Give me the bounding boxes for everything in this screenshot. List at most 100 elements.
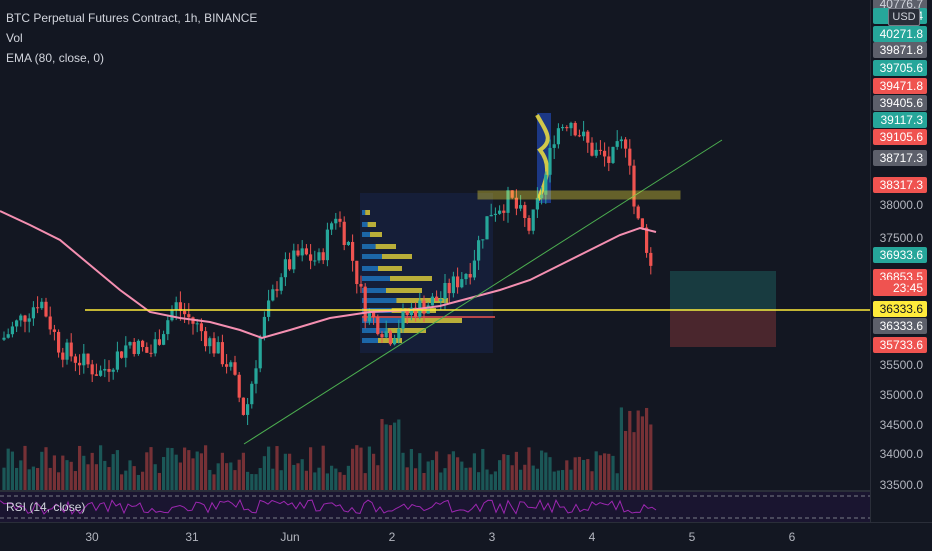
currency-badge[interactable]: USD <box>888 8 920 26</box>
volume-bar <box>346 465 350 490</box>
pane-divider[interactable] <box>0 490 932 492</box>
candlestick-chart[interactable] <box>0 0 870 490</box>
volume-bar <box>2 467 6 490</box>
volume-bar <box>506 455 510 490</box>
price-chart-pane[interactable] <box>0 0 870 490</box>
candle-body <box>636 206 640 219</box>
volume-bar <box>460 461 464 490</box>
candle-body <box>15 320 19 327</box>
candle-body <box>514 197 518 209</box>
time-axis-label: 2 <box>388 530 396 544</box>
volume-bar <box>220 452 224 490</box>
volume-bar <box>6 448 10 490</box>
volume-bar <box>99 445 103 490</box>
candle-body <box>78 362 82 366</box>
candle-body <box>52 329 56 332</box>
volume-bar <box>636 410 640 490</box>
volume-bar <box>82 455 86 490</box>
candle-body <box>409 307 413 316</box>
volume-bar <box>569 469 573 490</box>
volume-bar <box>132 466 136 490</box>
volume-bar <box>430 460 434 490</box>
candle-body <box>561 127 565 129</box>
volume-bar <box>283 453 287 490</box>
volume-bar <box>31 466 35 490</box>
long-position-target-zone <box>670 271 776 311</box>
volume-bar <box>313 472 317 490</box>
volume-bar <box>325 473 329 490</box>
candle-body <box>317 252 321 261</box>
candle-body <box>178 302 182 311</box>
volume-bar <box>409 449 413 490</box>
candle-body <box>36 307 40 309</box>
volume-bar <box>69 461 73 490</box>
volume-bar <box>351 448 355 490</box>
volume-profile-bar <box>362 244 376 249</box>
ascending-trendline <box>243 139 723 445</box>
candle-body <box>31 307 35 319</box>
volume-bar <box>619 407 623 490</box>
volume-profile-bar <box>362 232 370 237</box>
candle-body <box>145 347 149 353</box>
volume-bar <box>359 447 363 490</box>
volume-bar <box>309 447 313 490</box>
price-axis-label: 38717.3 <box>873 150 927 166</box>
rsi-pane[interactable] <box>0 492 870 522</box>
volume-bar <box>157 472 161 490</box>
candle-body <box>607 156 611 163</box>
candle-body <box>493 213 497 215</box>
volume-bar <box>393 422 397 490</box>
candle-body <box>573 122 577 136</box>
volume-bar <box>435 451 439 490</box>
candle-body <box>430 296 434 306</box>
volume-bar <box>527 447 531 490</box>
volume-bar <box>489 474 493 490</box>
volume-bar <box>456 457 460 490</box>
price-axis-label: 37500.0 <box>879 231 923 245</box>
ema-indicator-label[interactable]: EMA (80, close, 0) <box>6 51 105 65</box>
candle-body <box>359 284 363 287</box>
candle-body <box>498 210 502 214</box>
volume-bar <box>481 448 485 490</box>
candle-body <box>334 218 338 224</box>
candle-body <box>208 338 212 347</box>
volume-bar <box>556 470 560 490</box>
volume-profile-bar <box>375 244 396 249</box>
volume-bar <box>94 464 98 490</box>
volume-bar <box>216 463 220 490</box>
candle-body <box>376 317 380 335</box>
volume-bar <box>267 446 271 490</box>
candle-body <box>586 131 590 143</box>
candle-body <box>506 190 510 213</box>
volume-profile-bar <box>362 318 402 323</box>
volume-bar <box>111 454 115 490</box>
volume-bar <box>607 453 611 490</box>
price-axis-label: 38000.0 <box>879 198 923 212</box>
volume-bar <box>304 470 308 490</box>
candle-body <box>544 174 548 195</box>
time-axis[interactable] <box>0 522 932 551</box>
volume-bar <box>376 465 380 490</box>
candle-body <box>132 342 136 354</box>
volume-bar <box>233 470 237 490</box>
candle-body <box>141 340 145 348</box>
candle-body <box>325 229 329 261</box>
volume-bar <box>321 445 325 490</box>
symbol-title[interactable]: BTC Perpetual Futures Contract, 1h, BINA… <box>6 11 258 25</box>
rsi-indicator-label[interactable]: RSI (14, close) <box>6 500 86 514</box>
price-axis-label: 39705.6 <box>873 60 927 76</box>
candle-body <box>590 142 594 156</box>
volume-bar <box>523 464 527 490</box>
volume-bar <box>52 455 56 490</box>
candle-body <box>111 369 115 372</box>
time-axis-label: 5 <box>688 530 696 544</box>
volume-bar <box>279 470 283 490</box>
volume-profile-bar <box>362 338 378 343</box>
price-axis-label: 35500.0 <box>879 358 923 372</box>
rsi-chart <box>0 495 870 519</box>
candle-body <box>199 323 203 332</box>
volume-indicator-label[interactable]: Vol <box>6 31 23 45</box>
resistance-zone <box>477 190 681 200</box>
volume-bar <box>645 407 649 490</box>
volume-bar <box>44 447 48 490</box>
